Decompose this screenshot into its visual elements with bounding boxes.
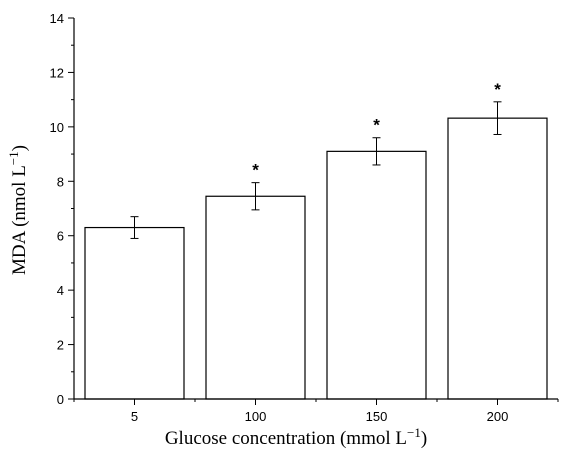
bar-200 (447, 117, 548, 400)
y-tick-label: 2 (57, 338, 64, 353)
significance-star-200: * (494, 80, 501, 99)
y-tick-label: 6 (57, 229, 64, 244)
significance-markers-group: * * * (252, 80, 501, 180)
x-tick-label: 200 (487, 409, 509, 424)
x-axis: 5 100 150 200 (73, 398, 559, 424)
bar-150 (326, 150, 427, 400)
x-tick-label: 100 (245, 409, 267, 424)
x-tick-label: 5 (131, 409, 138, 424)
bar-5 (84, 226, 185, 400)
y-tick-label: 4 (57, 283, 64, 298)
bars-group (84, 117, 548, 400)
y-axis: 0 2 4 6 8 10 12 14 (50, 11, 75, 407)
y-tick-label: 0 (57, 392, 64, 407)
y-tick-label: 12 (50, 65, 64, 80)
bar-100 (205, 195, 306, 400)
y-axis-title: MDA (nmol L−1) (6, 145, 30, 275)
significance-star-100: * (252, 161, 259, 180)
y-tick-label: 8 (57, 174, 64, 189)
error-bars-group (130, 101, 502, 239)
x-tick-label: 150 (366, 409, 388, 424)
significance-star-150: * (373, 116, 380, 135)
y-tick-label: 14 (50, 11, 64, 26)
y-tick-label: 10 (50, 120, 64, 135)
x-axis-title: Glucose concentration (mmol L−1) (165, 425, 427, 449)
